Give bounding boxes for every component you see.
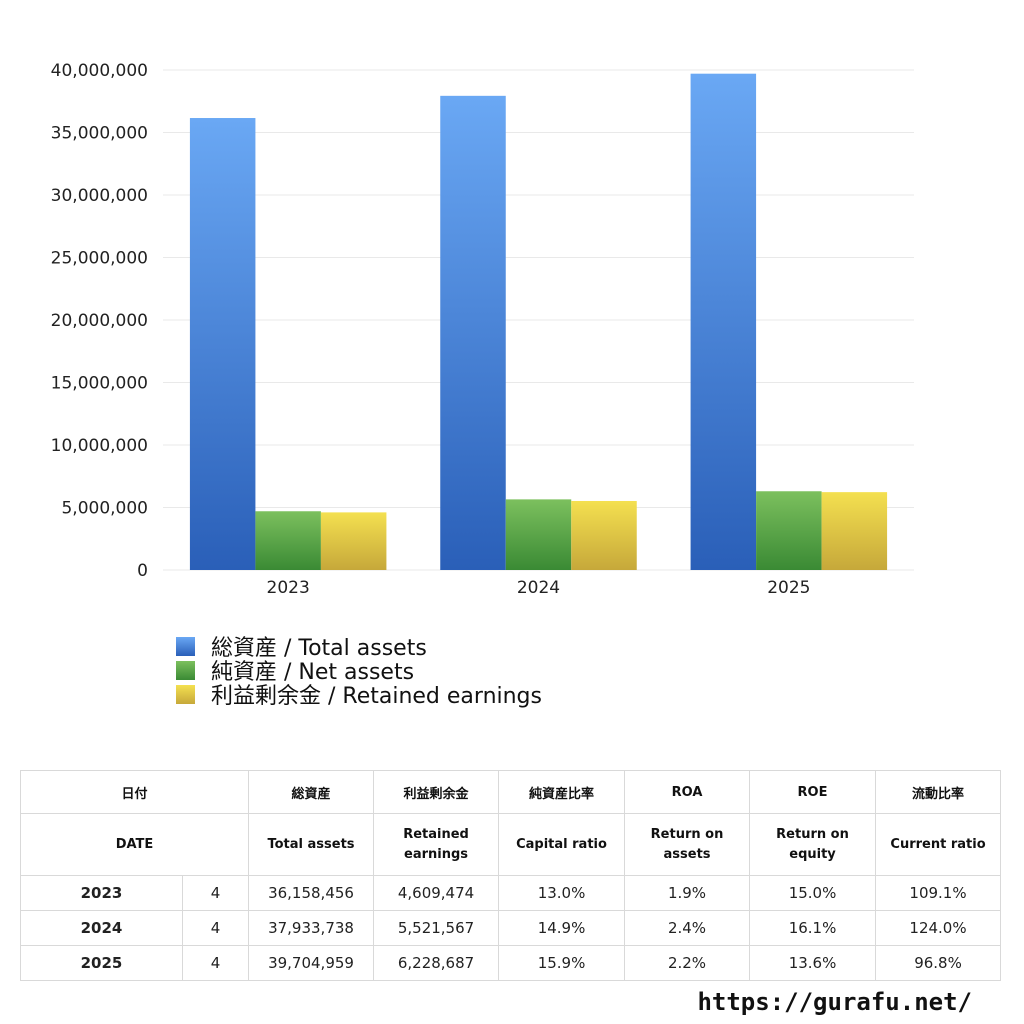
row-capital-ratio: 15.9% (498, 945, 626, 981)
row-roa: 1.9% (624, 875, 751, 911)
header-current-ratio-en: Current ratio (875, 813, 1002, 876)
row-total-assets: 37,933,738 (248, 910, 375, 946)
row-month: 4 (181, 945, 250, 981)
legend-item-total-assets: 総資産 / Total assets (176, 634, 542, 661)
table-header-row-jp: 日付 総資産 利益剰余金 純資産比率 ROA ROE 流動比率 (19, 770, 1002, 814)
row-year: 2025 (20, 945, 183, 981)
row-total-assets: 36,158,456 (248, 875, 375, 911)
bar-total-assets-2023 (189, 118, 256, 571)
y-tick-label: 0 (137, 561, 148, 581)
table-row: 2025 4 39,704,959 6,228,687 15.9% 2.2% 1… (20, 945, 1002, 981)
legend-label-total-assets: 総資産 / Total assets (211, 636, 427, 661)
row-year: 2024 (20, 910, 183, 946)
header-roa-en: Return on assets (624, 813, 751, 876)
y-tick-label: 10,000,000 (51, 436, 148, 456)
legend-item-net-assets: 純資産 / Net assets (176, 658, 542, 685)
gridlines (163, 69, 914, 571)
row-roe: 15.0% (749, 875, 877, 911)
y-tick-label: 20,000,000 (51, 311, 148, 331)
header-total-assets-en: Total assets (248, 813, 375, 876)
legend-swatch-total-assets (176, 636, 195, 656)
x-tick-label: 2023 (267, 578, 310, 598)
header-retained-jp: 利益剰余金 (373, 770, 500, 814)
header-retained-en: Retained earnings (373, 813, 500, 876)
row-retained: 4,609,474 (373, 875, 500, 911)
site-url[interactable]: https://gurafu.net/ (697, 988, 972, 1016)
y-tick-label: 40,000,000 (51, 61, 148, 81)
bar-retained-earnings-2024 (571, 500, 637, 570)
row-capital-ratio: 13.0% (498, 875, 626, 911)
bar-net-assets-2025 (756, 491, 822, 570)
bar-retained-earnings-2023 (320, 512, 387, 570)
row-current-ratio: 124.0% (875, 910, 1002, 946)
header-current-ratio-jp: 流動比率 (875, 770, 1002, 814)
x-tick-label: 2025 (767, 578, 810, 598)
row-capital-ratio: 14.9% (498, 910, 626, 946)
x-tick-label: 2024 (517, 578, 560, 598)
table-row: 2024 4 37,933,738 5,521,567 14.9% 2.4% 1… (20, 910, 1002, 946)
bars (189, 73, 888, 571)
chart-legend: 総資産 / Total assets 純資産 / Net assets 利益剰余… (176, 634, 542, 709)
row-retained: 6,228,687 (373, 945, 500, 981)
row-current-ratio: 96.8% (875, 945, 1002, 981)
bar-total-assets-2025 (690, 73, 757, 570)
y-tick-label: 15,000,000 (51, 374, 148, 394)
bar-net-assets-2024 (505, 499, 572, 570)
y-tick-label: 5,000,000 (61, 499, 148, 519)
bar-total-assets-2024 (440, 95, 506, 570)
financial-summary-table: 日付 総資産 利益剰余金 純資産比率 ROA ROE 流動比率 DATE Tot… (19, 770, 1002, 981)
row-month: 4 (181, 910, 250, 946)
row-roe: 13.6% (749, 945, 877, 981)
row-current-ratio: 109.1% (875, 875, 1002, 911)
bar-retained-earnings-2025 (821, 492, 888, 570)
table-header-row-en: DATE Total assets Retained earnings Capi… (19, 813, 1002, 876)
row-roe: 16.1% (749, 910, 877, 946)
header-capital-ratio-en: Capital ratio (498, 813, 626, 876)
header-roa-jp: ROA (624, 770, 751, 814)
y-tick-label: 30,000,000 (51, 186, 148, 206)
legend-swatch-retained-earnings (176, 684, 195, 704)
header-capital-ratio-jp: 純資産比率 (498, 770, 626, 814)
y-tick-label: 25,000,000 (51, 249, 148, 269)
y-tick-label: 35,000,000 (51, 124, 148, 144)
header-date-jp: 日付 (19, 770, 250, 814)
y-axis: 0 5,000,000 10,000,000 15,000,000 20,000,000… (51, 61, 148, 581)
row-year: 2023 (20, 875, 183, 911)
legend-item-retained-earnings: 利益剰余金 / Retained earnings (176, 682, 542, 709)
table-row: 2023 4 36,158,456 4,609,474 13.0% 1.9% 1… (20, 875, 1002, 911)
header-total-assets-jp: 総資産 (248, 770, 375, 814)
legend-label-net-assets: 純資産 / Net assets (211, 660, 415, 685)
row-roa: 2.4% (624, 910, 751, 946)
x-axis: 2023 2024 2025 (267, 578, 811, 598)
header-roe-jp: ROE (749, 770, 877, 814)
bar-chart: 0 5,000,000 10,000,000 15,000,000 20,000,000… (51, 61, 914, 598)
legend-label-retained-earnings: 利益剰余金 / Retained earnings (211, 684, 542, 709)
row-retained: 5,521,567 (373, 910, 500, 946)
row-roa: 2.2% (624, 945, 751, 981)
legend-swatch-net-assets (176, 660, 195, 680)
header-roe-en: Return on equity (749, 813, 877, 876)
row-total-assets: 39,704,959 (248, 945, 375, 981)
row-month: 4 (181, 875, 250, 911)
header-date-en: DATE (19, 813, 250, 876)
bar-net-assets-2023 (255, 511, 321, 570)
